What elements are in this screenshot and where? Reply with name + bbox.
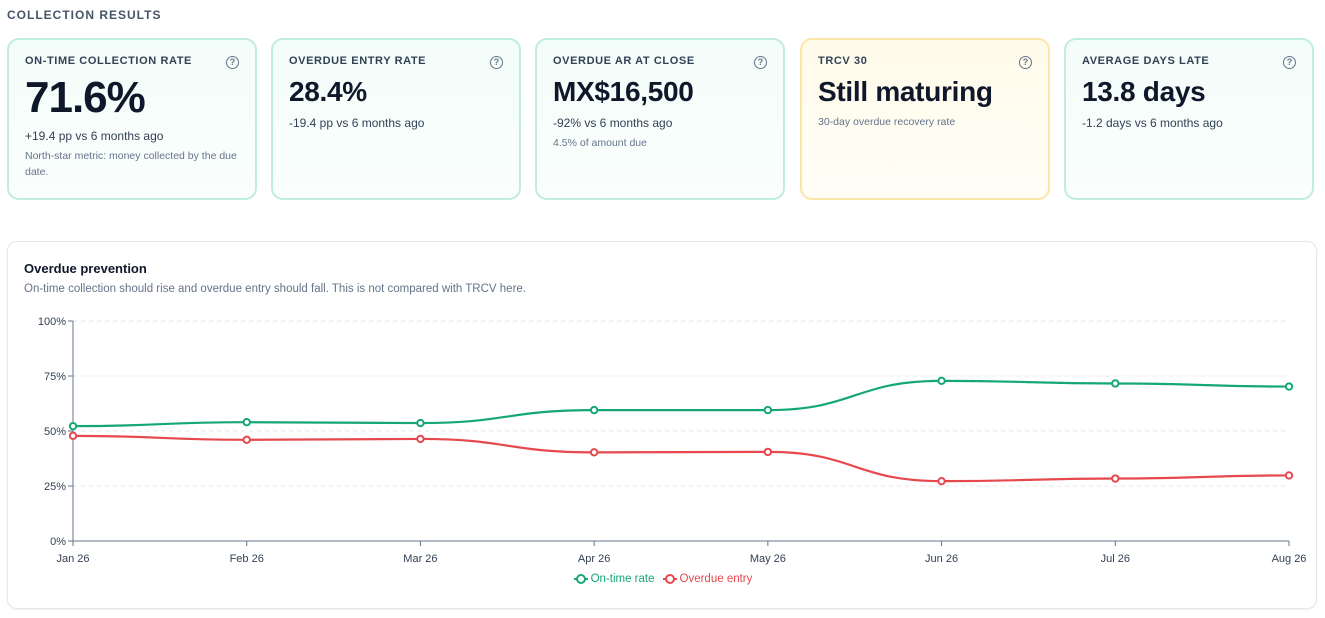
legend-label: Overdue entry	[679, 573, 753, 585]
data-point	[68, 431, 78, 441]
kpi-note: 4.5% of amount due	[553, 137, 647, 149]
kpi-label: TRCV 30	[818, 55, 868, 67]
kpi-value: Still maturing	[818, 76, 993, 107]
kpi-value: 71.6%	[25, 73, 146, 122]
y-tick-label: 50%	[44, 426, 66, 438]
x-tick-label: Apr 26	[578, 553, 610, 565]
kpi-label: OVERDUE AR AT CLOSE	[553, 55, 695, 67]
y-tick-label: 75%	[44, 371, 66, 383]
kpi-value: 13.8 days	[1082, 76, 1206, 107]
data-point	[416, 418, 425, 428]
data-point	[1284, 471, 1294, 480]
help-icon[interactable]: ?	[1019, 56, 1032, 69]
data-point	[416, 434, 425, 444]
kpi-note: North-star metric: money collected by th…	[25, 150, 237, 178]
help-icon[interactable]: ?	[754, 56, 767, 69]
help-icon[interactable]: ?	[226, 56, 239, 69]
panel-title: Overdue prevention	[24, 261, 147, 276]
data-point	[589, 448, 599, 457]
x-tick-label: Jul 26	[1101, 553, 1130, 565]
x-tick-label: Jun 26	[925, 553, 958, 565]
kpi-value: 28.4%	[289, 76, 367, 107]
y-tick-label: 25%	[44, 481, 66, 493]
help-icon[interactable]: ?	[490, 56, 503, 69]
x-tick-label: Mar 26	[403, 553, 437, 565]
kpi-card-average-days-late: AVERAGE DAYS LATE ? 13.8 days -1.2 days …	[1064, 38, 1314, 200]
overdue-prevention-panel: Overdue prevention On-time collection sh…	[7, 241, 1317, 609]
series-line-overdue-entry	[72, 434, 1290, 483]
kpi-note: 30-day overdue recovery rate	[818, 116, 956, 128]
kpi-label: OVERDUE ENTRY RATE	[289, 55, 427, 67]
help-icon[interactable]: ?	[1283, 56, 1296, 69]
kpi-card-trcv-30: TRCV 30 ? Still maturing 30-day overdue …	[800, 38, 1050, 200]
data-point	[1111, 474, 1120, 483]
data-point	[68, 421, 78, 431]
legend-item-overdue-entry[interactable]: Overdue entry	[662, 573, 753, 585]
section-title: COLLECTION RESULTS	[7, 8, 162, 22]
data-point	[937, 476, 946, 486]
kpi-value: MX$16,500	[553, 76, 694, 107]
x-tick-label: May 26	[750, 553, 786, 565]
kpi-card-overdue-entry-rate: OVERDUE ENTRY RATE ? 28.4% -19.4 pp vs 6…	[271, 38, 521, 200]
kpi-delta: -92% vs 6 months ago	[553, 116, 673, 130]
y-tick-label: 100%	[38, 316, 66, 328]
kpi-card-on-time-rate: ON-TIME COLLECTION RATE ? 71.6% +19.4 pp…	[7, 38, 257, 200]
panel-subtitle: On-time collection should rise and overd…	[24, 283, 526, 295]
data-point	[763, 447, 773, 457]
kpi-card-overdue-ar: OVERDUE AR AT CLOSE ? MX$16,500 -92% vs …	[535, 38, 785, 200]
kpi-delta: +19.4 pp vs 6 months ago	[25, 129, 164, 143]
legend-swatch	[662, 574, 677, 584]
data-point	[242, 435, 251, 445]
legend-swatch	[573, 574, 588, 584]
data-point	[1111, 379, 1120, 388]
kpi-label: AVERAGE DAYS LATE	[1082, 55, 1210, 67]
legend-label: On-time rate	[590, 573, 655, 585]
kpi-delta: -19.4 pp vs 6 months ago	[289, 116, 425, 130]
data-point	[1284, 382, 1294, 391]
legend-item-on-time-rate[interactable]: On-time rate	[573, 573, 655, 585]
data-point	[589, 405, 599, 415]
data-point	[763, 405, 773, 415]
data-point	[937, 376, 946, 386]
x-tick-label: Aug 26	[1272, 553, 1307, 565]
y-tick-label: 0%	[50, 536, 66, 548]
x-tick-label: Jan 26	[56, 553, 89, 565]
series-line-on-time-rate	[72, 379, 1290, 428]
kpi-delta: -1.2 days vs 6 months ago	[1082, 116, 1223, 130]
x-tick-label: Feb 26	[230, 553, 264, 565]
data-point	[242, 418, 251, 427]
line-chart: 0% 25% 50% 75% 100% Jan 26 Feb 26 Mar 26 Apr 26 M…	[38, 316, 1307, 565]
chart-legend: On-time rate Overdue entry	[8, 573, 1318, 587]
kpi-label: ON-TIME COLLECTION RATE	[25, 55, 192, 67]
